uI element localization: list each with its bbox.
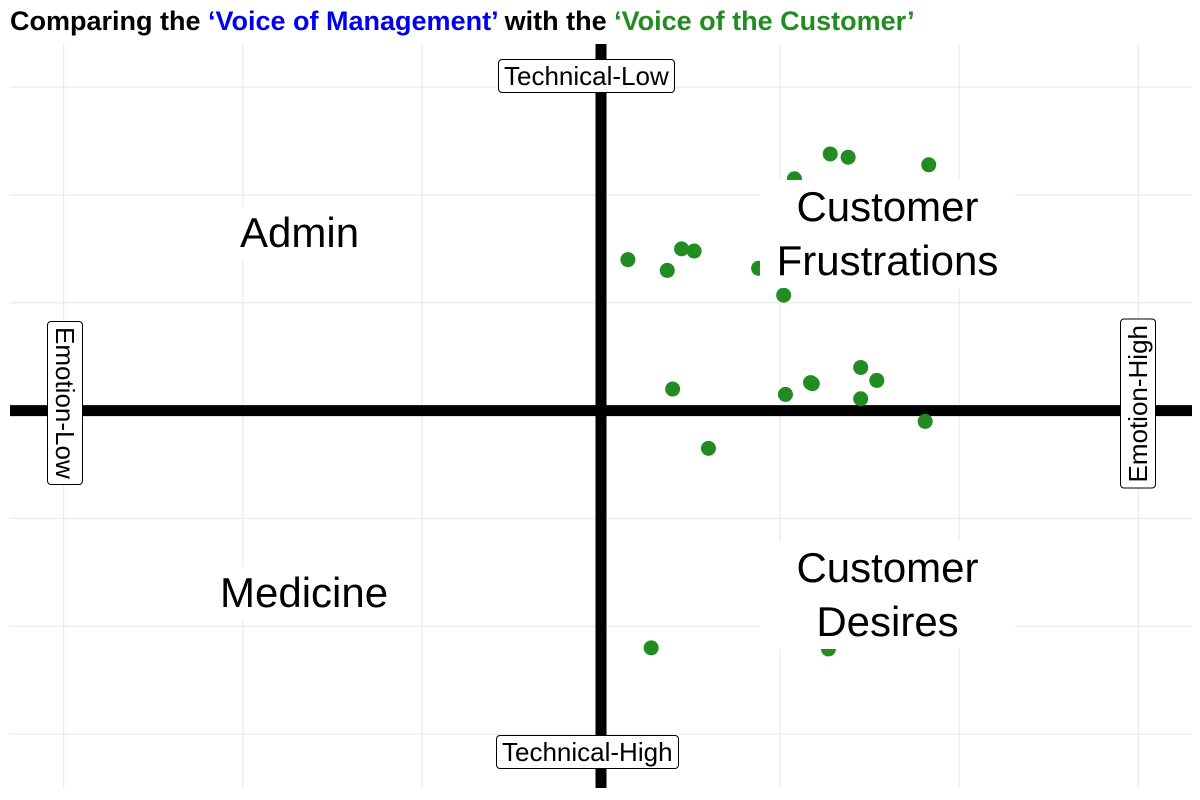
title-part-3: with the: [497, 6, 615, 36]
data-point: [700, 440, 716, 456]
data-point: [921, 157, 937, 173]
data-point: [804, 376, 820, 392]
axis-label-technical-high: Technical-High: [496, 735, 679, 769]
quadrant-label-customer-desires: Customer Desires: [760, 541, 1015, 649]
title-voice-of-customer: ‘Voice of the Customer’: [614, 6, 915, 36]
data-point: [869, 372, 885, 388]
data-point: [917, 413, 933, 429]
data-point: [674, 241, 690, 257]
data-point: [776, 287, 792, 303]
quadrant-frustrations-line-1: Customer: [796, 183, 979, 230]
data-point: [853, 359, 869, 375]
data-point: [777, 386, 793, 402]
quadrant-axes: [10, 44, 1192, 788]
quadrant-label-customer-frustrations: Customer Frustrations: [760, 180, 1015, 288]
title-voice-of-management: ‘Voice of Management’: [208, 6, 498, 36]
quadrant-desires-line-2: Desires: [816, 598, 959, 645]
axis-label-technical-low: Technical-Low: [498, 59, 675, 93]
quadrant-frustrations-line-2: Frustrations: [776, 237, 999, 284]
quadrant-label-medicine: Medicine: [220, 566, 389, 620]
quadrant-label-admin: Admin: [240, 206, 360, 260]
title-part-1: Comparing the: [10, 6, 209, 36]
data-point: [853, 391, 869, 407]
axis-label-emotion-high: Emotion-High: [1120, 319, 1156, 489]
data-point: [686, 243, 702, 259]
data-point: [659, 262, 675, 278]
data-point: [620, 252, 636, 268]
data-point: [822, 146, 838, 162]
chart-title: Comparing the ‘Voice of Management’ with…: [10, 4, 915, 38]
axis-label-emotion-low: Emotion-Low: [47, 321, 83, 485]
quadrant-desires-line-1: Customer: [796, 544, 979, 591]
data-point: [665, 381, 681, 397]
data-point: [643, 640, 659, 656]
data-point: [840, 149, 856, 165]
